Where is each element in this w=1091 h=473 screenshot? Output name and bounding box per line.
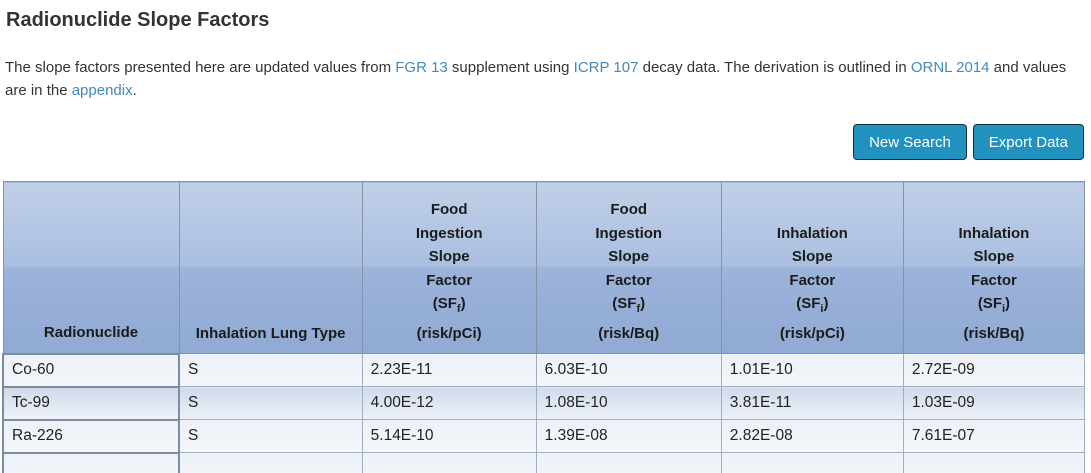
table-body: Co-60 S 2.23E-11 6.03E-10 1.01E-10 2.72E-09 Tc…: [1, 352, 1086, 473]
column-header-inhalation-risk-pci: Inhalation Slope Factor (SFi) (risk/pCi): [720, 181, 904, 354]
new-search-button[interactable]: New Search: [853, 124, 967, 160]
table-header-row: Radionuclide Inhalation Lung Type Food Inge…: [2, 181, 1086, 354]
cell-empty: [361, 452, 537, 473]
cell-inhalation-risk-pci: 1.01E-10: [720, 353, 904, 387]
table-row-partial: [1, 451, 1086, 473]
cell-inhalation-lung-type: S: [178, 353, 363, 387]
intro-text-2: supplement using: [447, 59, 574, 76]
link-appendix[interactable]: appendix: [71, 82, 133, 99]
column-header-inhalation-risk-bq: Inhalation Slope Factor (SFi) (risk/Bq): [902, 181, 1086, 354]
column-header-radionuclide: Radionuclide: [2, 181, 180, 354]
cell-empty: [902, 452, 1086, 473]
table-header: Radionuclide Inhalation Lung Type Food Inge…: [2, 181, 1086, 354]
column-header-food-ingestion-risk-pci: Food Ingestion Slope Factor (SFf) (risk/pCi): [361, 181, 537, 354]
table-row-ra-226: Ra-226 S 5.14E-10 1.39E-08 2.82E-08 7.61E-07: [1, 418, 1086, 454]
cell-inhalation-risk-pci: 3.81E-11: [720, 386, 904, 420]
cell-empty: [178, 452, 363, 473]
column-header-inhalation-lung-type: Inhalation Lung Type: [178, 181, 363, 354]
radionuclide-cell: [1, 451, 181, 473]
cell-food-ingestion-risk-bq: 1.08E-10: [535, 386, 722, 420]
export-data-button[interactable]: Export Data: [972, 124, 1084, 160]
intro-text-1: The slope factors presented here are upd…: [5, 59, 396, 76]
cell-inhalation-risk-bq: 2.72E-09: [902, 353, 1086, 387]
cell-food-ingestion-risk-pci: 4.00E-12: [361, 386, 537, 420]
cell-food-ingestion-risk-pci: 2.23E-11: [361, 353, 537, 387]
table-row-tc-99: Tc-99 S 4.00E-12 1.08E-10 3.81E-11 1.03E-09: [1, 385, 1086, 421]
cell-empty: [535, 452, 722, 473]
cell-food-ingestion-risk-bq: 6.03E-10: [535, 353, 722, 387]
cell-food-ingestion-risk-pci: 5.14E-10: [361, 419, 537, 453]
intro-text-4: and values are in the: [5, 59, 1067, 99]
table-row-co-60: Co-60 S 2.23E-11 6.03E-10 1.01E-10 2.72E-09: [1, 352, 1086, 388]
cell-inhalation-risk-bq: 1.03E-09: [902, 386, 1086, 420]
cell-inhalation-lung-type: S: [178, 419, 363, 453]
link-fgr-13[interactable]: FGR 13: [395, 59, 448, 76]
toolbar: New Search Export Data: [0, 124, 1084, 160]
cell-food-ingestion-risk-bq: 1.39E-08: [535, 419, 722, 453]
link-ornl-2014[interactable]: ORNL 2014: [910, 59, 990, 76]
intro-paragraph: The slope factors presented here are upd…: [5, 56, 1085, 102]
cell-inhalation-risk-pci: 2.82E-08: [720, 419, 904, 453]
page-title: Radionuclide Slope Factors: [6, 9, 270, 31]
cell-inhalation-risk-bq: 7.61E-07: [902, 419, 1086, 453]
radionuclide-cell: Ra-226: [1, 418, 181, 454]
cell-inhalation-lung-type: S: [178, 386, 363, 420]
radionuclide-cell: Co-60: [1, 352, 181, 388]
slope-factors-table: Radionuclide Inhalation Lung Type Food Inge…: [1, 181, 1086, 473]
column-header-food-ingestion-risk-bq: Food Ingestion Slope Factor (SFf) (risk/Bq): [535, 181, 722, 354]
link-icrp-107[interactable]: ICRP 107: [573, 59, 639, 76]
intro-text-5: .: [132, 82, 137, 99]
intro-text-3: decay data. The derivation is outlined i…: [638, 59, 911, 76]
cell-empty: [720, 452, 904, 473]
radionuclide-cell: Tc-99: [1, 385, 181, 421]
